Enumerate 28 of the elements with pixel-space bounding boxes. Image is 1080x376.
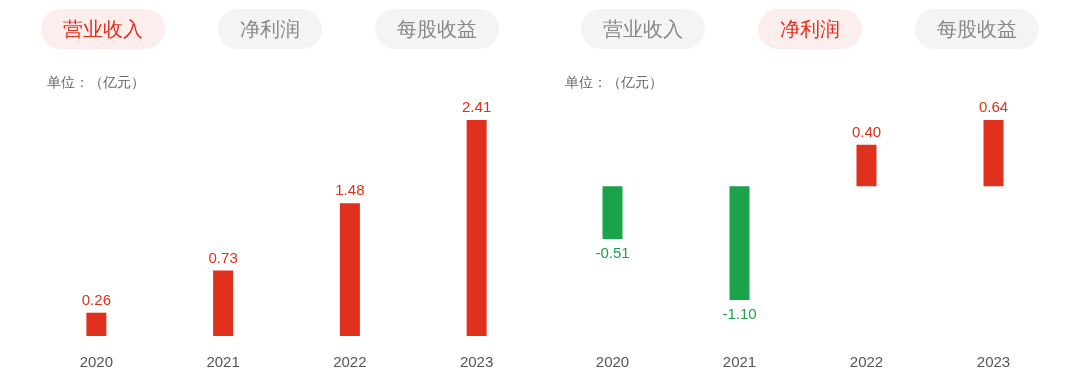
- data-label: 0.26: [81, 290, 111, 308]
- y-axis-title: 单位：（亿元）: [565, 74, 663, 92]
- bar: [213, 270, 234, 336]
- bar: [339, 203, 360, 336]
- text: 净利润: [757, 9, 862, 49]
- x-tick-label: 2021: [206, 353, 240, 370]
- data-label: 2.41: [462, 98, 492, 115]
- y-axis-title: 单位：（亿元）: [47, 74, 145, 92]
- data-label: 1.48: [335, 181, 365, 199]
- x-tick-label: 2022: [849, 353, 884, 370]
- text: 每股收益: [915, 9, 1040, 49]
- x-tick-label: 2022: [333, 353, 367, 370]
- data-label: 0.64: [978, 98, 1009, 115]
- text: 营业收入: [40, 9, 165, 49]
- data-label: 0.40: [851, 122, 882, 140]
- x-tick-label: 2020: [595, 353, 630, 370]
- data-label: -0.51: [595, 243, 630, 261]
- data-label: 0.73: [208, 248, 238, 266]
- text: 每股收益: [375, 9, 500, 49]
- text: 营业收入: [580, 9, 705, 49]
- x-tick-label: 2021: [722, 353, 757, 370]
- bar: [86, 312, 107, 336]
- x-tick-label: 2023: [976, 353, 1011, 370]
- x-tick-label: 2023: [459, 353, 494, 370]
- data-label: -1.10: [722, 305, 757, 322]
- bar: [466, 120, 487, 336]
- x-tick-label: 2020: [79, 353, 114, 370]
- text: 净利润: [217, 9, 322, 49]
